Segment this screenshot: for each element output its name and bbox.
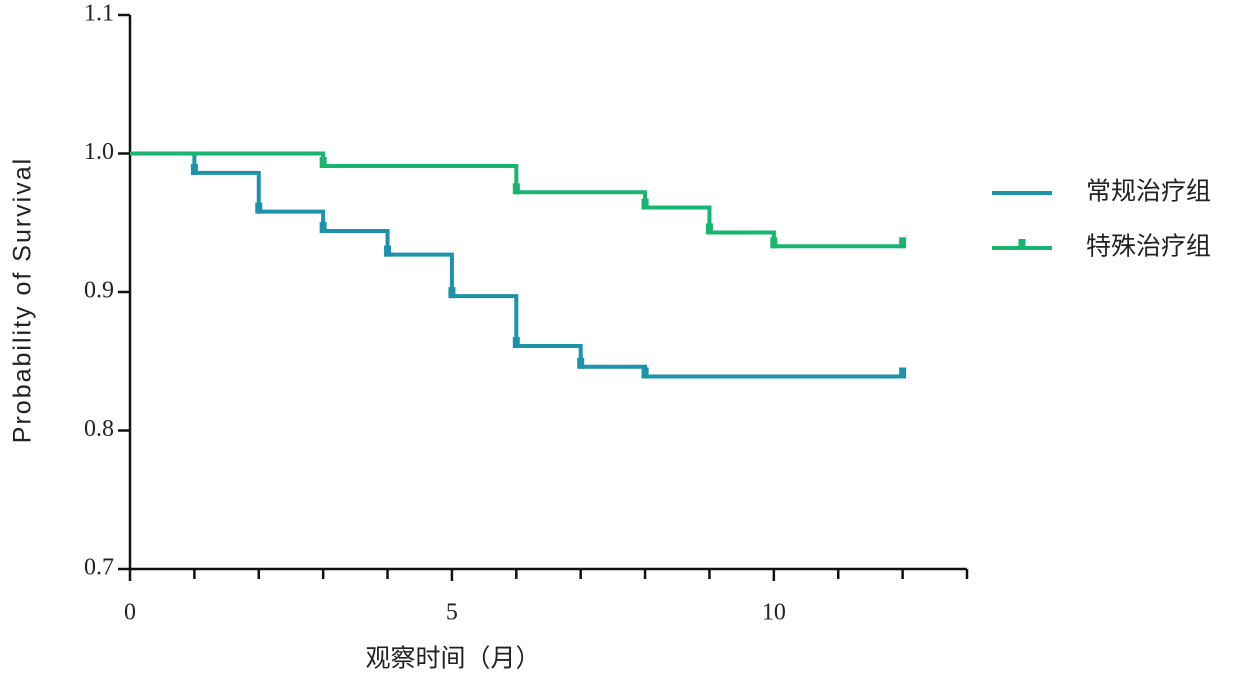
censor-mark	[770, 237, 778, 249]
y-tick-label: 0.8	[84, 416, 114, 442]
censor-mark	[512, 183, 520, 195]
censor-mark	[190, 163, 198, 175]
x-axis-title: 观察时间（月）	[365, 645, 540, 673]
y-tick-label: 0.7	[84, 555, 114, 581]
censor-mark	[705, 223, 713, 235]
censor-mark	[641, 198, 649, 210]
x-tick-label: 5	[446, 600, 458, 626]
censor-mark	[448, 287, 456, 299]
legend-label: 特殊治疗组	[1086, 233, 1211, 261]
survival-curve	[130, 151, 903, 379]
censor-mark	[384, 245, 392, 257]
censor-mark	[899, 367, 907, 379]
y-axis-title: Probability of Survival	[9, 157, 37, 443]
censor-mark	[577, 357, 585, 369]
legend-label: 常规治疗组	[1086, 178, 1211, 206]
censor-mark	[512, 337, 520, 349]
censor-mark	[641, 367, 649, 379]
censor-mark	[255, 202, 263, 214]
survival-curve	[130, 151, 903, 249]
y-tick-label: 1.1	[84, 1, 114, 27]
y-tick-label: 1.0	[84, 139, 114, 165]
censor-mark	[319, 222, 327, 234]
x-tick-label: 10	[762, 600, 786, 626]
x-tick-label: 0	[124, 600, 136, 626]
censor-mark	[319, 156, 327, 168]
y-tick-label: 0.9	[84, 278, 114, 304]
censor-mark	[899, 237, 907, 249]
legend-censor	[1018, 239, 1026, 250]
